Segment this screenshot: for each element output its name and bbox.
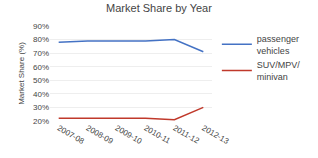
svg-text:2007-08: 2007-08 (56, 123, 86, 146)
svg-text:30%: 30% (33, 103, 49, 112)
svg-text:40%: 40% (33, 90, 49, 99)
svg-text:70%: 70% (33, 49, 49, 58)
svg-text:2009-10: 2009-10 (114, 123, 144, 146)
svg-text:50%: 50% (33, 76, 49, 85)
svg-text:20%: 20% (33, 117, 49, 126)
svg-text:passengervehicles: passengervehicles (257, 34, 299, 56)
svg-text:60%: 60% (33, 63, 49, 72)
svg-text:SUV/MPV/minivan: SUV/MPV/minivan (257, 60, 301, 82)
svg-text:80%: 80% (33, 35, 49, 44)
svg-text:Market Share by Year: Market Share by Year (106, 2, 212, 14)
svg-text:Market Share (%): Market Share (%) (17, 42, 26, 105)
svg-text:2011-12: 2011-12 (171, 123, 201, 145)
svg-text:2012-13: 2012-13 (200, 123, 230, 146)
svg-text:2010-11: 2010-11 (142, 123, 172, 145)
svg-text:90%: 90% (33, 22, 49, 31)
svg-text:2008-09: 2008-09 (85, 123, 115, 146)
